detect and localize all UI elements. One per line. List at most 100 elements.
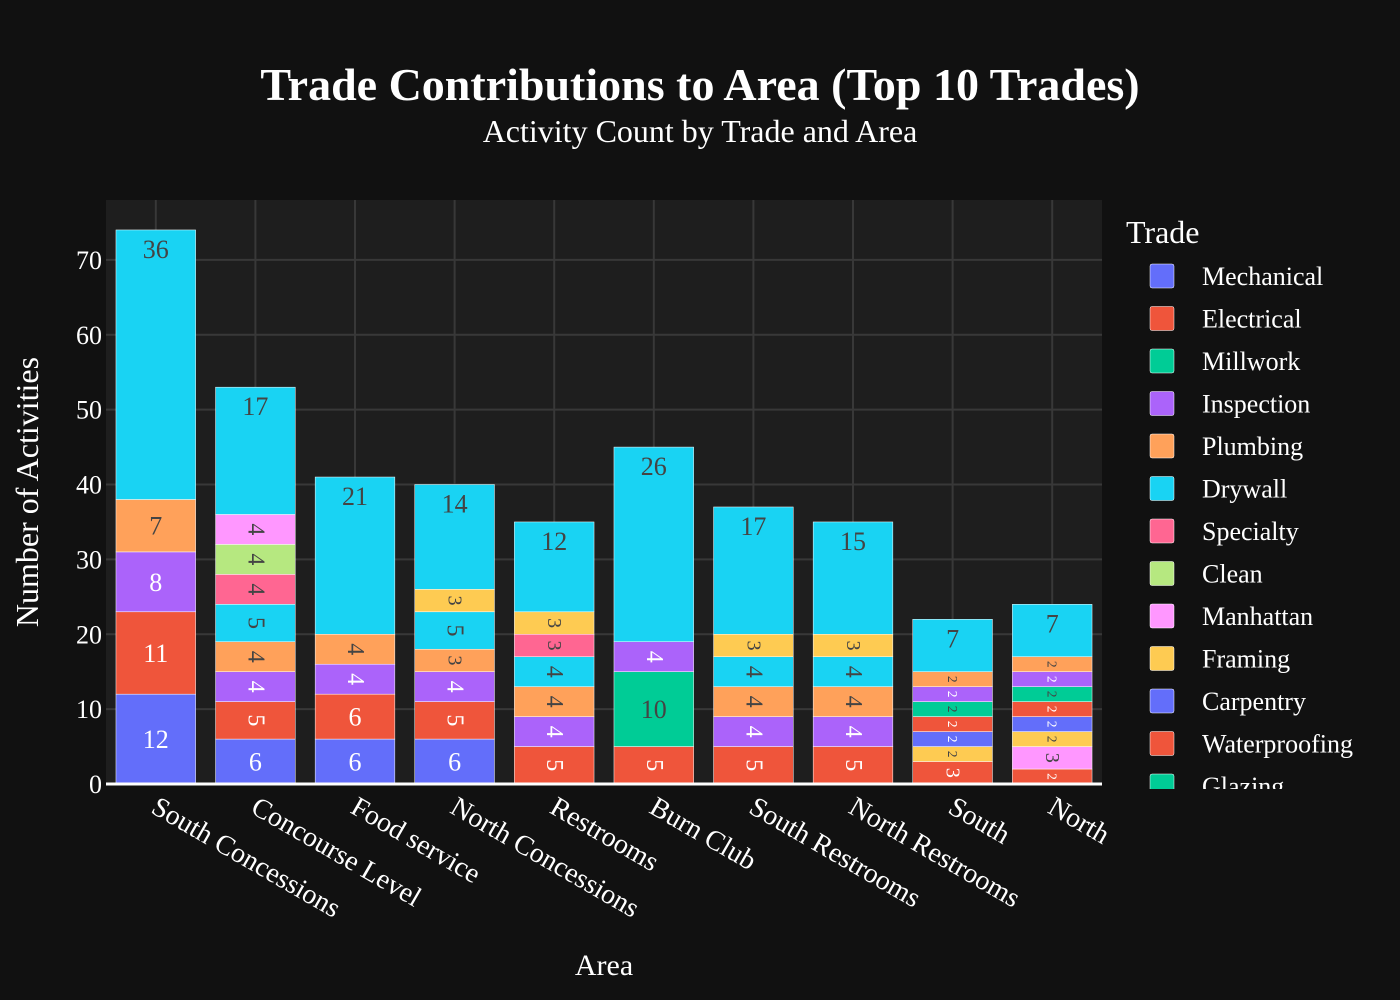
bar-value-label: 7 <box>149 512 162 541</box>
legend-label: Waterproofing <box>1202 730 1353 759</box>
bar-segment <box>514 656 595 687</box>
bar-value-label: 4 <box>541 726 567 738</box>
bar-segment <box>414 611 495 650</box>
bar-segment <box>414 701 495 740</box>
y-axis-ticks: 0 10 20 30 40 50 60 70 <box>76 246 102 799</box>
legend-swatch <box>1149 773 1175 789</box>
bar-value-label: 4 <box>342 643 368 655</box>
bar-segment <box>314 476 396 635</box>
bar-value-label: 14 <box>442 490 468 519</box>
bar-value-label: 11 <box>143 639 168 668</box>
bar-segment <box>812 656 894 687</box>
bar-value-label: 10 <box>641 695 667 724</box>
bar-segment <box>1012 604 1093 657</box>
bar-segment <box>514 716 595 747</box>
legend-swatch <box>1149 561 1175 586</box>
bar-value-label: 4 <box>342 673 368 685</box>
bar-value-label: 6 <box>349 703 362 732</box>
bar-value-label: 2 <box>945 676 960 683</box>
bar-value-label: 7 <box>1046 609 1059 638</box>
legend-swatch <box>1149 391 1175 416</box>
bar-value-label: 3 <box>742 640 764 650</box>
y-tick-label: 20 <box>76 620 102 649</box>
bar-segment <box>713 716 794 747</box>
bar-value-label: 2 <box>945 736 960 743</box>
bar-value-label: 6 <box>448 748 461 777</box>
bar-value-label: 4 <box>242 681 268 693</box>
bar-value-label: 2 <box>945 706 960 713</box>
legend-swatch <box>1149 306 1175 331</box>
bar-value-label: 3 <box>444 655 466 665</box>
legend-label: Manhattan <box>1202 602 1313 631</box>
legend: Trade Mechanical Electrical Millwork Inspec… <box>1126 214 1353 801</box>
bar-segment <box>812 521 894 635</box>
y-tick-label: 0 <box>89 770 102 799</box>
y-tick-label: 10 <box>76 695 102 724</box>
bar-value-label: 2 <box>1045 661 1060 668</box>
bar-value-label: 6 <box>349 748 362 777</box>
bar-value-label: 12 <box>143 725 169 754</box>
bar-segment <box>613 671 694 747</box>
legend-label: Millwork <box>1202 347 1300 376</box>
legend-label: Framing <box>1202 645 1290 674</box>
bar-value-label: 17 <box>242 392 268 421</box>
y-tick-label: 60 <box>76 321 102 350</box>
chart-subtitle: Activity Count by Trade and Area <box>483 113 918 149</box>
bar-segment <box>812 686 894 717</box>
legend-swatch <box>1149 688 1175 714</box>
legend-label: Specialty <box>1202 517 1299 546</box>
bar-segment <box>514 746 595 785</box>
bar-segment <box>713 746 794 785</box>
x-axis-label: Area <box>575 949 633 982</box>
bar-value-label: 2 <box>1045 691 1060 698</box>
y-tick-label: 70 <box>76 246 102 275</box>
bar-value-label: 5 <box>442 625 468 637</box>
bar-value-label: 4 <box>541 696 567 708</box>
bar-value-label: 4 <box>242 523 268 535</box>
bar-segment <box>713 686 794 717</box>
bar-value-label: 4 <box>740 696 766 708</box>
bar-value-label: 3 <box>942 768 964 778</box>
y-tick-label: 40 <box>76 471 102 500</box>
y-axis-label: Number of Activities <box>9 357 45 627</box>
bar-value-label: 3 <box>1041 753 1063 763</box>
bar-value-label: 5 <box>242 617 268 629</box>
bar-value-label: 8 <box>149 568 162 597</box>
bar-segment <box>215 544 296 575</box>
bar-value-label: 5 <box>740 759 766 771</box>
bar-value-label: 4 <box>242 583 268 595</box>
bar-segment <box>414 738 495 785</box>
bar-value-label: 7 <box>946 624 959 653</box>
bar-value-label: 3 <box>543 618 565 628</box>
bar-value-label: 5 <box>442 714 468 726</box>
bar-value-label: 5 <box>641 759 667 771</box>
legend-label: Glazing <box>1202 772 1284 801</box>
bar-value-label: 5 <box>840 759 866 771</box>
bar-value-label: 4 <box>740 666 766 678</box>
chart-title: Trade Contributions to Area (Top 10 Trad… <box>260 59 1139 110</box>
bar-value-label: 3 <box>842 640 864 650</box>
legend-items: Mechanical Electrical Millwork Inspection Pl… <box>1149 262 1353 801</box>
bar-value-label: 4 <box>541 666 567 678</box>
bar-value-label: 2 <box>1045 706 1060 713</box>
bar-value-label: 2 <box>1045 721 1060 728</box>
legend-label: Carpentry <box>1202 687 1306 716</box>
bar-segment <box>115 551 196 613</box>
bar-value-label: 5 <box>541 759 567 771</box>
bar-value-label: 2 <box>1045 676 1060 683</box>
bar-value-label: 4 <box>242 651 268 663</box>
bar-value-label: 2 <box>1045 736 1060 743</box>
bar-segment <box>613 446 694 642</box>
bar-segment <box>115 229 196 500</box>
bar-value-label: 2 <box>945 691 960 698</box>
bar-value-label: 21 <box>342 482 368 511</box>
bar-value-label: 4 <box>242 553 268 565</box>
legend-swatch <box>1149 476 1175 501</box>
legend-label: Clean <box>1202 560 1263 589</box>
bar-value-label: 2 <box>1045 773 1060 780</box>
legend-swatch <box>1149 263 1175 289</box>
bar-value-label: 4 <box>641 651 667 663</box>
bar-segment <box>912 619 993 672</box>
legend-swatch <box>1149 603 1175 629</box>
